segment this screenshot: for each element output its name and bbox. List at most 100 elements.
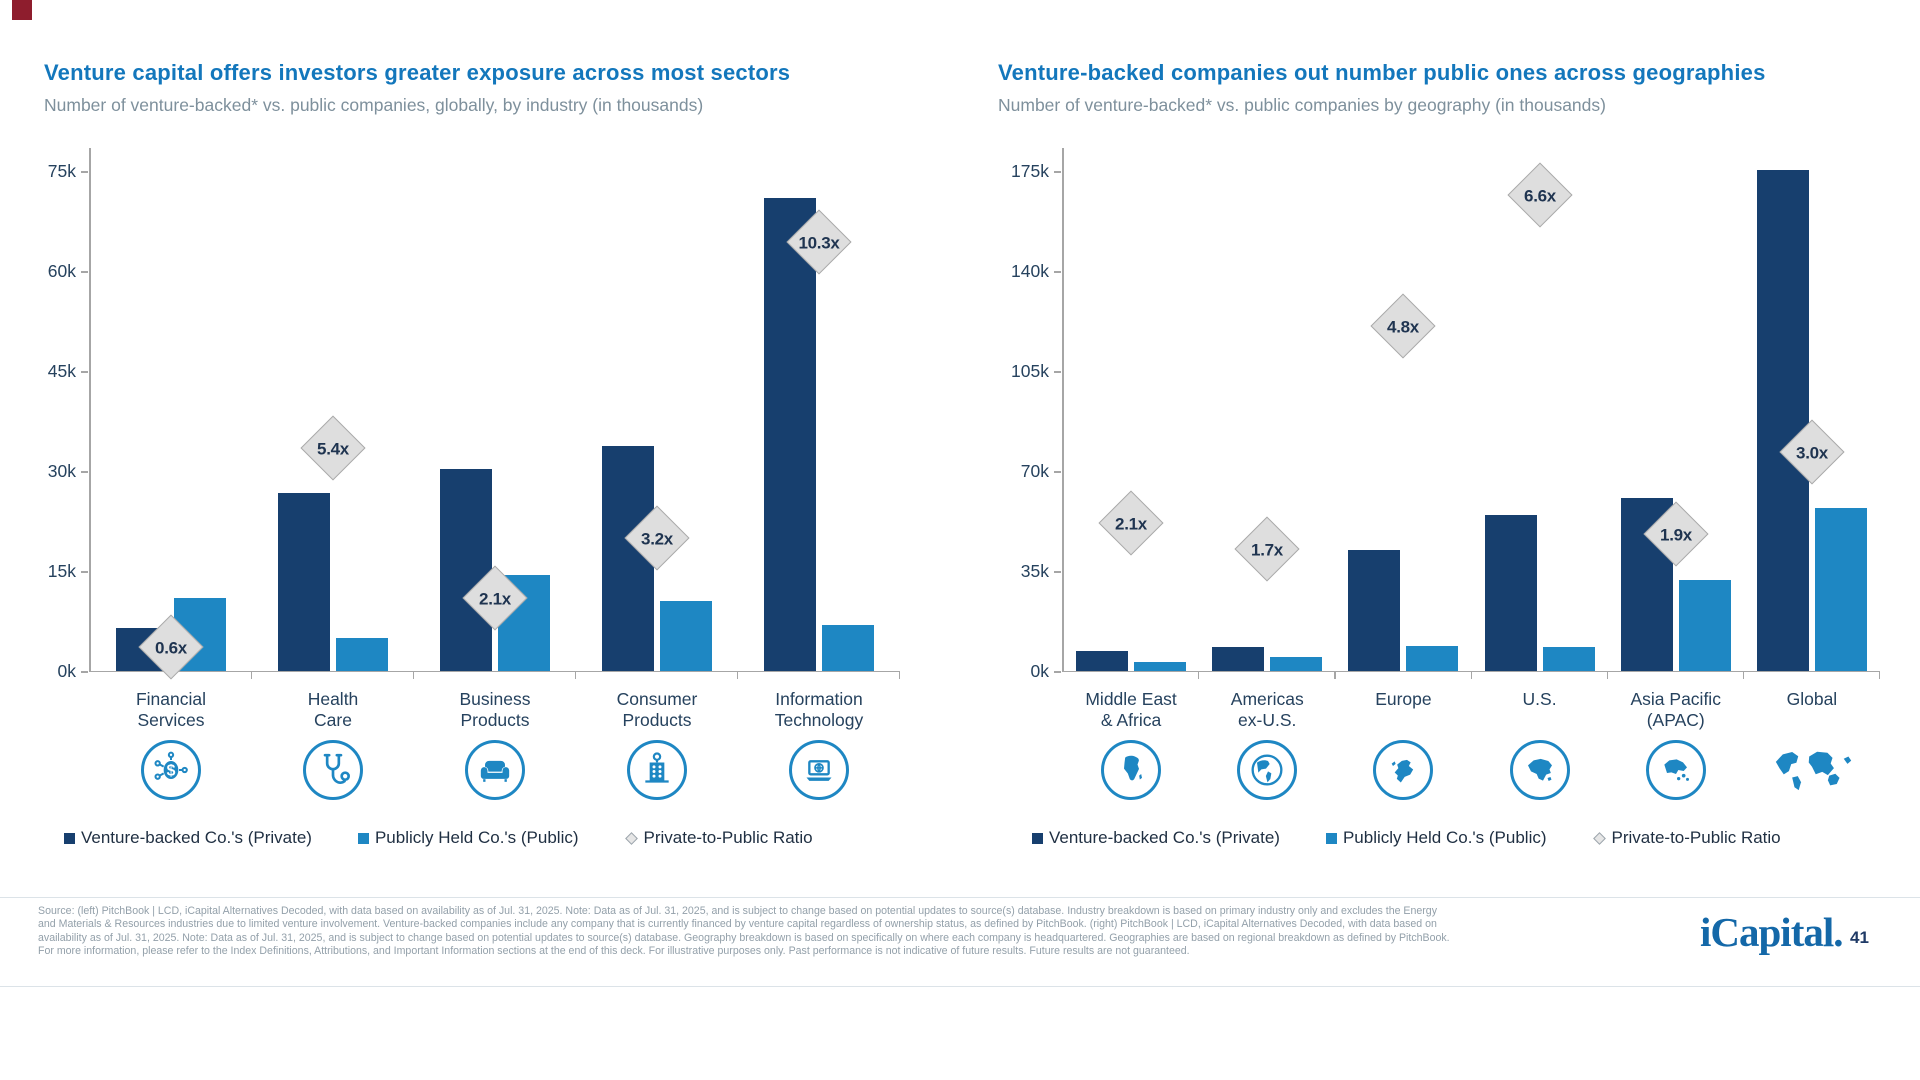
footnote-line: Source: (left) PitchBook | LCD, iCapital… bbox=[38, 905, 1437, 917]
bar-public bbox=[336, 637, 388, 671]
y-axis-tick-label: 0k bbox=[1030, 661, 1049, 681]
y-axis-tick-label: 175k bbox=[1011, 161, 1049, 181]
x-axis-category-separator bbox=[413, 672, 415, 679]
legend-label-public: Publicly Held Co.'s (Public) bbox=[374, 828, 579, 847]
bar-private bbox=[440, 469, 492, 671]
bar-private bbox=[1348, 549, 1401, 671]
bar-public bbox=[1134, 661, 1187, 671]
y-axis-tick bbox=[81, 171, 88, 173]
bar-public bbox=[1814, 508, 1867, 671]
bar-public bbox=[1406, 645, 1459, 671]
building-icon bbox=[627, 740, 687, 800]
y-axis-tick bbox=[81, 571, 88, 573]
right-chart-subtitle: Number of venture-backed* vs. public com… bbox=[998, 95, 1606, 115]
category-label: Asia Pacific (APAC) bbox=[1630, 689, 1721, 730]
x-axis-line bbox=[90, 670, 900, 672]
europe-map-icon bbox=[1373, 740, 1434, 800]
x-axis-category-separator bbox=[1470, 672, 1472, 679]
footnote-line: For more information, please refer to th… bbox=[38, 945, 1190, 958]
category-label: Global bbox=[1786, 689, 1838, 709]
y-axis-tick-label: 140k bbox=[1011, 261, 1049, 281]
left-chart-subtitle: Number of venture-backed* vs. public com… bbox=[44, 95, 704, 115]
money-network-icon: $ bbox=[141, 740, 201, 800]
y-axis-tick bbox=[1054, 371, 1061, 373]
x-axis-category-separator bbox=[575, 672, 577, 679]
legend-label-public: Publicly Held Co.'s (Public) bbox=[1342, 828, 1547, 847]
ratio-marker-label: 4.8x bbox=[1387, 317, 1420, 337]
ratio-marker-label: 1.9x bbox=[1659, 525, 1692, 545]
bar-public bbox=[1270, 656, 1323, 671]
x-axis-category-separator bbox=[1879, 672, 1881, 679]
left-chart-title: Venture capital offers investors greater… bbox=[44, 60, 791, 85]
bar-public bbox=[660, 601, 712, 671]
footer-bottom-divider bbox=[0, 986, 1920, 987]
ratio-marker: 2.1x bbox=[1098, 490, 1164, 556]
x-axis-category-separator bbox=[1606, 672, 1608, 679]
legend-item-public: Publicly Held Co.'s (Public) bbox=[357, 828, 579, 848]
legend-label-private: Venture-backed Co.'s (Private) bbox=[1049, 828, 1280, 847]
laptop-globe-icon bbox=[789, 740, 849, 800]
category-label: Health Care bbox=[307, 689, 359, 730]
bar-public bbox=[822, 625, 874, 671]
bar-private bbox=[764, 197, 816, 671]
bar-private bbox=[1076, 651, 1129, 671]
x-axis-category-separator bbox=[899, 672, 901, 679]
ratio-marker-label: 0.6x bbox=[155, 638, 187, 658]
legend-item-private: Venture-backed Co.'s (Private) bbox=[1032, 828, 1280, 848]
legend-item-public: Publicly Held Co.'s (Public) bbox=[1325, 828, 1547, 848]
y-axis-tick bbox=[1054, 671, 1061, 673]
ratio-marker-swatch bbox=[624, 831, 638, 845]
y-axis-tick bbox=[1054, 571, 1061, 573]
ratio-marker: 4.8x bbox=[1370, 293, 1436, 359]
public-series-swatch bbox=[1325, 832, 1337, 844]
y-axis-tick bbox=[81, 471, 88, 473]
ratio-marker: 5.4x bbox=[300, 415, 366, 481]
left-chart-legend: Venture-backed Co.'s (Private) Publicly … bbox=[64, 828, 813, 848]
ratio-marker: 1.7x bbox=[1234, 516, 1300, 582]
ratio-marker-label: 10.3x bbox=[798, 233, 840, 253]
right-chart-legend: Venture-backed Co.'s (Private) Publicly … bbox=[1032, 828, 1781, 848]
ratio-marker: 6.6x bbox=[1507, 162, 1573, 228]
right-chart-title: Venture-backed companies out number publ… bbox=[998, 60, 1766, 85]
y-axis-tick-label: 105k bbox=[1011, 361, 1049, 381]
icapital-logo: iCapital. bbox=[1700, 909, 1843, 955]
ratio-marker-label: 5.4x bbox=[317, 439, 349, 459]
x-axis-category-separator bbox=[251, 672, 253, 679]
legend-item-ratio: Private-to-Public Ratio bbox=[1592, 828, 1781, 848]
africa-map-icon bbox=[1101, 740, 1162, 800]
ratio-marker: 0.6x bbox=[138, 614, 204, 680]
left-chart-plot: 0k 15k 30k 45k 60k 75k 0.6x Financial Services $5… bbox=[48, 140, 901, 800]
x-axis-category-separator bbox=[1334, 672, 1336, 679]
category-label: Business Products bbox=[459, 689, 531, 730]
right-chart-plot: 0k 35k 70k 105k 140k 175k 2.1x Middle East & Afr… bbox=[1011, 140, 1881, 800]
bar-public bbox=[1678, 579, 1731, 671]
y-axis-tick-label: 45k bbox=[47, 361, 76, 381]
y-axis-tick-label: 15k bbox=[47, 561, 76, 581]
category-label: Middle East & Africa bbox=[1085, 689, 1177, 730]
y-axis-tick bbox=[1054, 171, 1061, 173]
ratio-marker-label: 6.6x bbox=[1523, 186, 1556, 206]
sofa-icon bbox=[465, 740, 525, 800]
y-axis-tick-label: 75k bbox=[47, 161, 76, 181]
legend-label-private: Venture-backed Co.'s (Private) bbox=[81, 828, 312, 847]
ratio-marker-label: 2.1x bbox=[479, 589, 511, 609]
ratio-marker-label: 3.0x bbox=[1795, 443, 1828, 463]
world-map-icon bbox=[1770, 744, 1854, 796]
private-series-swatch bbox=[1032, 832, 1043, 844]
category-label: Europe bbox=[1375, 689, 1432, 709]
apac-map-icon bbox=[1645, 740, 1706, 800]
x-axis-line bbox=[1063, 670, 1880, 672]
x-axis-category-separator bbox=[737, 672, 739, 679]
legend-item-private: Venture-backed Co.'s (Private) bbox=[64, 828, 312, 848]
y-axis-tick bbox=[1054, 471, 1061, 473]
private-series-swatch bbox=[64, 832, 75, 844]
y-axis-tick-label: 35k bbox=[1020, 561, 1049, 581]
legend-label-ratio: Private-to-Public Ratio bbox=[1611, 828, 1781, 847]
y-axis-line bbox=[1062, 148, 1064, 672]
y-axis-tick bbox=[81, 371, 88, 373]
category-label: Consumer Products bbox=[616, 689, 698, 730]
footnote: Source: (left) PitchBook | LCD, iCapital… bbox=[38, 905, 1688, 959]
y-axis-tick-label: 0k bbox=[57, 661, 76, 681]
category-label: Financial Services bbox=[135, 689, 207, 730]
